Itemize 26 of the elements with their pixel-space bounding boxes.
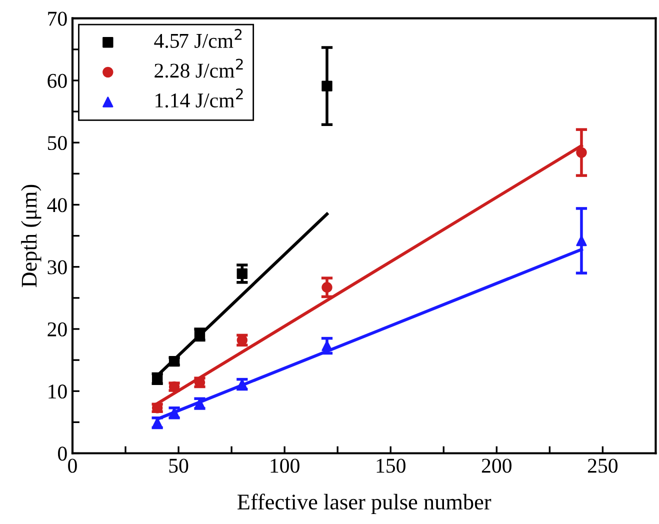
legend-label: 4.57 J/cm$^{2}$ xyxy=(154,28,242,48)
y-tick-label: 0 xyxy=(58,446,67,461)
x-tick-label: 100 xyxy=(270,458,300,473)
x-axis-title: Effective laser pulse number xyxy=(238,494,492,514)
point xyxy=(322,282,332,293)
point xyxy=(576,147,587,158)
y-tick-label: 60 xyxy=(48,74,67,88)
point xyxy=(322,80,332,92)
y-tick-label: 50 xyxy=(48,136,67,150)
x-tick-label: 150 xyxy=(376,458,406,473)
y-tick-label: 40 xyxy=(47,198,67,212)
x-tick-label: 50 xyxy=(169,458,188,473)
point xyxy=(322,340,332,352)
y-tick-label: 30 xyxy=(48,260,67,274)
x-tick-label: 200 xyxy=(482,458,512,473)
legend-label: 2.28 J/cm$^{2}$ xyxy=(154,58,243,78)
x-tick-label: 0 xyxy=(68,458,77,473)
point xyxy=(236,268,248,280)
point xyxy=(576,235,587,246)
y-axis-title: Depth (μm) xyxy=(21,184,42,288)
x-tick-label: 250 xyxy=(588,458,618,473)
y-tick-label: 70 xyxy=(48,12,67,26)
y-tick-label: 10 xyxy=(48,384,67,399)
legend-label: 1.14 J/cm$^{2}$ xyxy=(156,88,243,108)
y-tick-label: 20 xyxy=(48,322,67,336)
point xyxy=(168,356,180,367)
